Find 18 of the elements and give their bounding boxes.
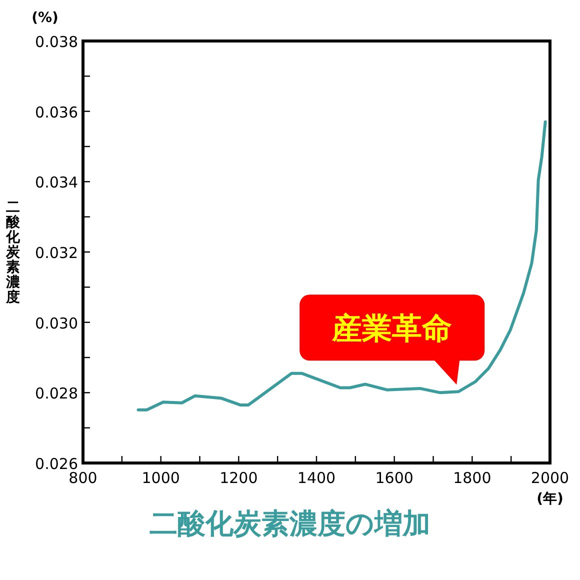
text: (%) (32, 10, 58, 26)
y-tick-label: 0.032 (35, 244, 78, 262)
x-tick-label: 1600 (375, 469, 414, 487)
y-axis-title: 二酸化炭素濃度 (5, 200, 21, 306)
x-tick-label: 2000 (530, 469, 570, 487)
x-tick-label: 1000 (142, 469, 180, 487)
x-tick-label: 1200 (220, 469, 258, 487)
text: 二酸化炭素濃度の増加 (150, 507, 430, 540)
y-tick-label: 0.034 (35, 174, 78, 192)
y-tick-label: 0.036 (35, 103, 78, 122)
x-tick-label: 1400 (297, 469, 336, 487)
x-axis-title: (年) (536, 491, 564, 507)
line-series (136, 120, 547, 412)
y-tick-label: 0.038 (35, 33, 78, 51)
y-tick-label: 0.030 (35, 314, 78, 332)
x-tick-label: 1800 (453, 469, 492, 487)
annotation: 産業革命 (331, 312, 452, 347)
y-tick-label: 0.028 (35, 384, 78, 403)
